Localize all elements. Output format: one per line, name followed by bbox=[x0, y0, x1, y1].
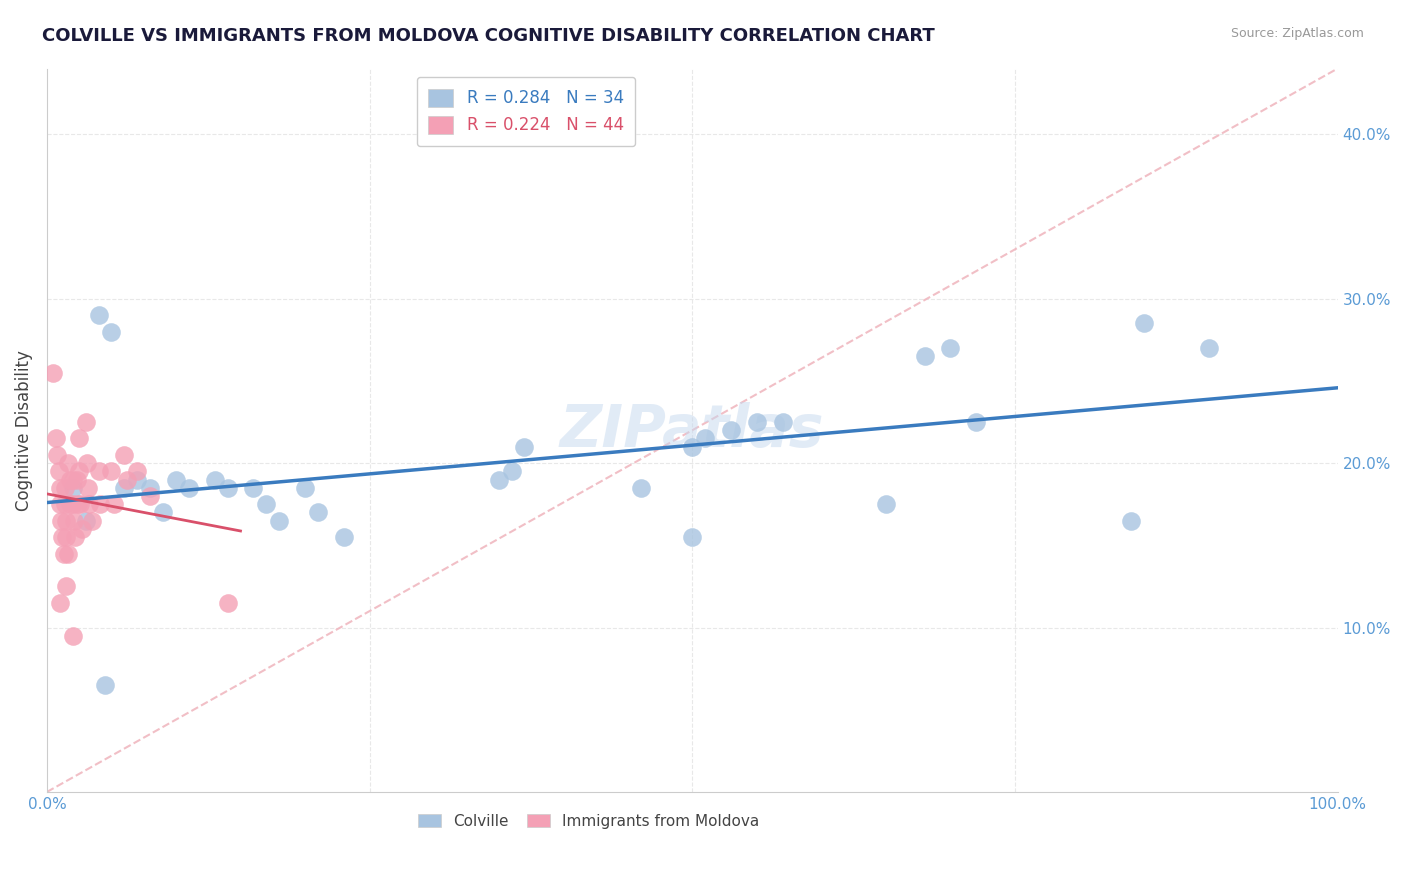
Point bbox=[62, 481, 84, 495]
Point bbox=[59, 473, 82, 487]
Point bbox=[1198, 341, 1220, 355]
Point bbox=[875, 497, 897, 511]
Point bbox=[55, 530, 77, 544]
Point bbox=[55, 579, 77, 593]
Point bbox=[63, 514, 86, 528]
Point bbox=[59, 497, 82, 511]
Point bbox=[62, 497, 84, 511]
Point bbox=[51, 530, 73, 544]
Point bbox=[100, 325, 122, 339]
Point bbox=[112, 448, 135, 462]
Point bbox=[80, 514, 103, 528]
Point bbox=[42, 366, 65, 380]
Point bbox=[127, 473, 149, 487]
Point bbox=[89, 497, 111, 511]
Point bbox=[204, 473, 226, 487]
Text: COLVILLE VS IMMIGRANTS FROM MOLDOVA COGNITIVE DISABILITY CORRELATION CHART: COLVILLE VS IMMIGRANTS FROM MOLDOVA COGN… bbox=[42, 27, 935, 45]
Point bbox=[1133, 317, 1156, 331]
Point bbox=[55, 514, 77, 528]
Point bbox=[139, 489, 162, 503]
Point bbox=[94, 678, 117, 692]
Legend: Colville, Immigrants from Moldova: Colville, Immigrants from Moldova bbox=[412, 807, 766, 835]
Point bbox=[67, 464, 90, 478]
Point bbox=[152, 505, 174, 519]
Point bbox=[127, 464, 149, 478]
Point bbox=[49, 596, 72, 610]
Point bbox=[914, 349, 936, 363]
Point bbox=[772, 415, 794, 429]
Point bbox=[695, 432, 717, 446]
Point bbox=[115, 473, 138, 487]
Point bbox=[76, 456, 98, 470]
Point bbox=[67, 432, 90, 446]
Point bbox=[45, 432, 67, 446]
Point bbox=[53, 497, 76, 511]
Point bbox=[307, 505, 329, 519]
Point bbox=[49, 514, 72, 528]
Point bbox=[46, 448, 69, 462]
Point bbox=[77, 481, 100, 495]
Point bbox=[112, 481, 135, 495]
Point bbox=[48, 464, 70, 478]
Text: Source: ZipAtlas.com: Source: ZipAtlas.com bbox=[1230, 27, 1364, 40]
Point bbox=[513, 440, 536, 454]
Point bbox=[681, 530, 703, 544]
Point bbox=[332, 530, 354, 544]
Point bbox=[56, 456, 79, 470]
Point bbox=[720, 423, 742, 437]
Point bbox=[165, 473, 187, 487]
Point bbox=[1119, 514, 1142, 528]
Point bbox=[49, 497, 72, 511]
Point bbox=[681, 440, 703, 454]
Point bbox=[87, 464, 110, 478]
Point bbox=[501, 464, 523, 478]
Point bbox=[939, 341, 962, 355]
Point bbox=[254, 497, 277, 511]
Point bbox=[79, 497, 101, 511]
Point bbox=[62, 629, 84, 643]
Point bbox=[62, 473, 84, 487]
Point bbox=[242, 481, 264, 495]
Point bbox=[75, 415, 97, 429]
Point bbox=[69, 497, 91, 511]
Point bbox=[177, 481, 200, 495]
Point bbox=[65, 530, 87, 544]
Point bbox=[66, 497, 89, 511]
Point bbox=[53, 481, 76, 495]
Point bbox=[139, 481, 162, 495]
Point bbox=[49, 481, 72, 495]
Point bbox=[630, 481, 652, 495]
Text: ZIPatlas: ZIPatlas bbox=[560, 401, 824, 458]
Point bbox=[87, 308, 110, 322]
Point bbox=[100, 464, 122, 478]
Point bbox=[56, 547, 79, 561]
Point bbox=[65, 473, 87, 487]
Point bbox=[103, 497, 125, 511]
Point bbox=[217, 596, 239, 610]
Point bbox=[269, 514, 291, 528]
Point bbox=[294, 481, 316, 495]
Point bbox=[488, 473, 510, 487]
Y-axis label: Cognitive Disability: Cognitive Disability bbox=[15, 350, 32, 511]
Point bbox=[965, 415, 987, 429]
Point bbox=[217, 481, 239, 495]
Point bbox=[745, 415, 768, 429]
Point bbox=[70, 522, 93, 536]
Point bbox=[52, 547, 75, 561]
Point bbox=[75, 514, 97, 528]
